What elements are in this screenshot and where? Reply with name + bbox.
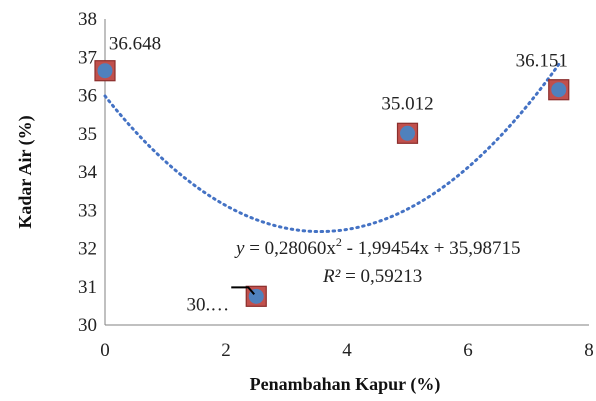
y-tick-label-5: 35 xyxy=(78,124,97,145)
data-label-1: 30.… xyxy=(187,294,230,315)
y-tick-label-4: 34 xyxy=(78,162,98,183)
y-tick-label-7: 37 xyxy=(78,47,97,68)
data-labels: 36.648 30.… 35.012 36.151 xyxy=(109,34,568,316)
data-label-2: 35.012 xyxy=(381,93,433,114)
y-tick-label-3: 33 xyxy=(78,200,97,221)
y-tick-label-6: 36 xyxy=(78,86,97,107)
label-leader-line xyxy=(231,286,256,295)
point-3 xyxy=(551,82,567,98)
x-tick-label-3: 6 xyxy=(463,340,473,361)
y-tick-labels: 30 31 32 33 34 35 36 37 38 xyxy=(78,9,98,336)
y-tick-label-0: 30 xyxy=(78,315,97,336)
x-tick-label-4: 8 xyxy=(584,340,594,361)
y-tick-label-2: 32 xyxy=(78,239,97,260)
x-tick-labels: 0 2 4 6 8 xyxy=(100,340,594,361)
y-tick-label-8: 38 xyxy=(78,9,97,30)
point-2 xyxy=(400,125,415,141)
x-tick-label-0: 0 xyxy=(100,340,110,361)
x-axis-title: Penambahan Kapur (%) xyxy=(250,374,441,395)
y-tick-label-1: 31 xyxy=(78,277,97,298)
trendline-equation: y = 0,28060x2 - 1,99454x + 35,98715 xyxy=(234,235,520,259)
data-label-3: 36.151 xyxy=(516,51,568,72)
data-label-0: 36.648 xyxy=(109,34,161,55)
trendline-r-squared: R² = 0,59213 xyxy=(322,266,422,287)
trendline xyxy=(103,62,561,234)
point-0 xyxy=(97,63,113,79)
y-axis-title: Kadar Air (%) xyxy=(15,115,36,228)
x-tick-label-1: 2 xyxy=(221,340,231,361)
x-tick-label-2: 4 xyxy=(342,340,352,361)
